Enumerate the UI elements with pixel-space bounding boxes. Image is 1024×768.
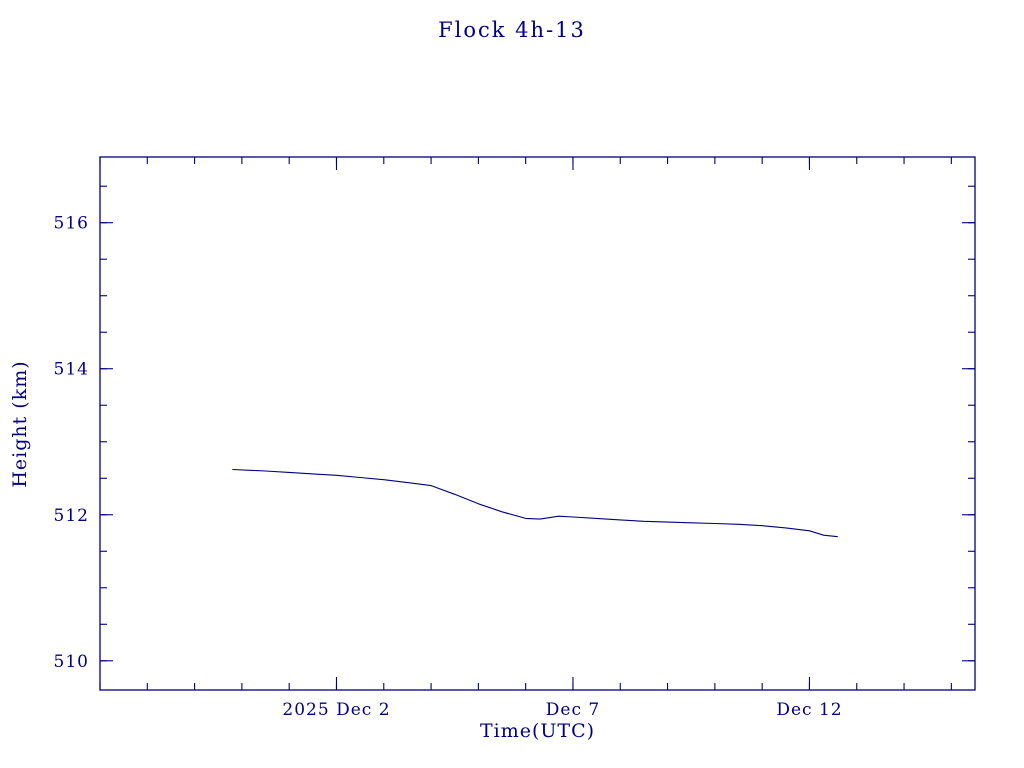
- plot-frame: [99, 156, 976, 691]
- x-tick-label: 2025 Dec 2: [282, 700, 390, 720]
- x-tick-label: Dec 7: [546, 700, 600, 720]
- chart-title: Flock 4h-13: [438, 18, 586, 42]
- y-tick-label: 510: [54, 652, 89, 672]
- y-tick-label: 512: [54, 506, 89, 526]
- y-tick-label: 514: [54, 360, 89, 380]
- y-tick-label: 516: [54, 214, 89, 234]
- x-tick-label: Dec 12: [776, 700, 842, 720]
- x-axis-label: Time(UTC): [479, 720, 596, 742]
- height-series-line: [232, 468, 838, 538]
